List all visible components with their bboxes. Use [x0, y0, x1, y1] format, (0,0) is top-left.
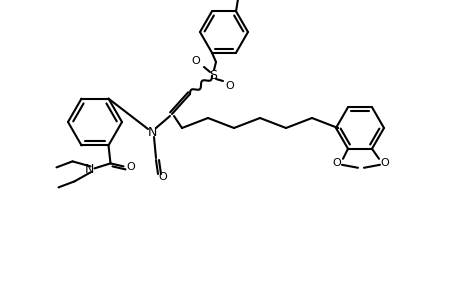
- Text: O: O: [126, 162, 134, 172]
- Text: N: N: [147, 125, 157, 139]
- Text: O: O: [225, 81, 234, 91]
- Text: S: S: [208, 68, 217, 82]
- Text: O: O: [191, 56, 200, 66]
- Text: O: O: [332, 158, 341, 168]
- Text: O: O: [380, 158, 388, 168]
- Text: N: N: [84, 163, 94, 176]
- Text: O: O: [158, 172, 167, 182]
